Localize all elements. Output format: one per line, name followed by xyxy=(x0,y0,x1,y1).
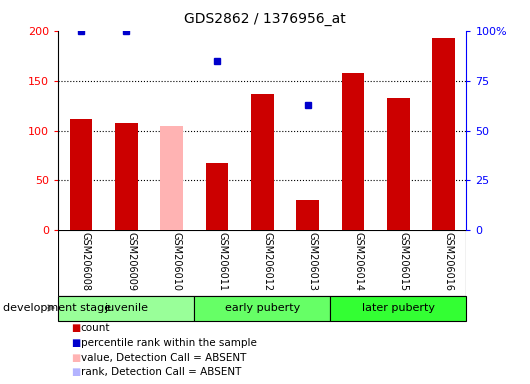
Bar xyxy=(69,119,92,230)
Text: value, Detection Call = ABSENT: value, Detection Call = ABSENT xyxy=(81,353,246,362)
Text: ■: ■ xyxy=(72,367,81,377)
Text: ■: ■ xyxy=(72,353,81,362)
Text: GSM206011: GSM206011 xyxy=(217,232,227,291)
Text: GSM206014: GSM206014 xyxy=(353,232,363,291)
Bar xyxy=(58,296,195,321)
Text: GSM206010: GSM206010 xyxy=(172,232,182,291)
Bar xyxy=(206,162,228,230)
Text: percentile rank within the sample: percentile rank within the sample xyxy=(81,338,257,348)
Text: juvenile: juvenile xyxy=(104,303,148,313)
Text: later puberty: later puberty xyxy=(362,303,435,313)
Bar xyxy=(195,296,330,321)
Text: ■: ■ xyxy=(72,323,81,333)
Text: GSM206008: GSM206008 xyxy=(81,232,91,291)
Bar xyxy=(330,296,466,321)
Bar xyxy=(387,98,410,230)
Text: development stage: development stage xyxy=(3,303,111,313)
Text: GDS2862 / 1376956_at: GDS2862 / 1376956_at xyxy=(184,12,346,25)
Text: count: count xyxy=(81,323,110,333)
Text: GSM206009: GSM206009 xyxy=(126,232,136,291)
Text: GSM206012: GSM206012 xyxy=(262,232,272,291)
Text: ■: ■ xyxy=(72,338,81,348)
Text: rank, Detection Call = ABSENT: rank, Detection Call = ABSENT xyxy=(81,367,241,377)
Bar xyxy=(432,38,455,230)
Text: GSM206015: GSM206015 xyxy=(399,232,409,291)
Bar xyxy=(115,122,138,230)
Bar xyxy=(296,200,319,230)
Bar xyxy=(251,94,273,230)
Bar xyxy=(160,126,183,230)
Bar xyxy=(342,73,364,230)
Text: early puberty: early puberty xyxy=(225,303,300,313)
Text: GSM206013: GSM206013 xyxy=(308,232,317,291)
Text: GSM206016: GSM206016 xyxy=(444,232,454,291)
